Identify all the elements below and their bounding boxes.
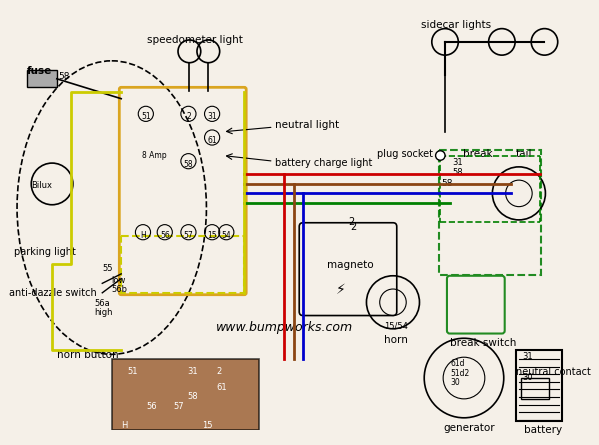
Text: 30: 30 — [450, 378, 461, 387]
Text: 58: 58 — [59, 72, 70, 81]
Text: battery: battery — [524, 425, 562, 435]
Text: 55: 55 — [102, 264, 113, 273]
Text: 51d2: 51d2 — [450, 368, 470, 377]
Bar — [112, 359, 259, 430]
Text: 31: 31 — [207, 112, 217, 121]
Text: neutral contact: neutral contact — [516, 367, 591, 376]
Text: H: H — [121, 421, 128, 429]
Text: 61: 61 — [216, 383, 226, 392]
Text: 31: 31 — [523, 352, 533, 360]
Text: 51: 51 — [128, 367, 138, 376]
Text: tail: tail — [516, 149, 533, 159]
Bar — [26, 70, 57, 87]
Bar — [521, 378, 549, 399]
Text: neutral light: neutral light — [274, 121, 338, 130]
Text: generator: generator — [443, 424, 495, 433]
Text: sidecar lights: sidecar lights — [421, 20, 492, 30]
Text: 56a: 56a — [95, 299, 110, 308]
Text: 31: 31 — [187, 367, 198, 376]
Bar — [516, 350, 561, 421]
Text: 58: 58 — [187, 392, 198, 401]
Text: 56: 56 — [160, 231, 170, 239]
Text: 54: 54 — [222, 231, 231, 239]
Text: 2: 2 — [216, 367, 221, 376]
Text: horn button: horn button — [57, 350, 119, 360]
Text: parking light: parking light — [14, 247, 76, 257]
Text: 58: 58 — [453, 168, 463, 177]
Text: break switch: break switch — [450, 338, 516, 348]
Circle shape — [435, 151, 445, 160]
Text: 58: 58 — [441, 179, 453, 188]
Text: low: low — [112, 276, 126, 285]
Text: 51: 51 — [141, 112, 150, 121]
Text: 2: 2 — [350, 222, 356, 232]
Text: 31: 31 — [453, 158, 463, 167]
Text: 56: 56 — [147, 402, 158, 411]
Text: 58: 58 — [184, 159, 193, 169]
Text: www.bumpworks.com: www.bumpworks.com — [216, 321, 353, 334]
Text: 15/54: 15/54 — [385, 321, 409, 330]
Text: 61: 61 — [207, 136, 217, 145]
Text: break: break — [463, 149, 492, 159]
Text: 2: 2 — [186, 112, 191, 121]
Text: 2: 2 — [349, 217, 355, 227]
Text: battery charge light: battery charge light — [274, 158, 372, 168]
Text: 56b: 56b — [112, 285, 128, 294]
Text: 30: 30 — [523, 373, 533, 382]
Text: horn: horn — [383, 336, 407, 345]
Text: plug socket: plug socket — [377, 149, 433, 159]
Text: Bilux: Bilux — [31, 181, 52, 190]
Text: 15: 15 — [207, 231, 217, 239]
Text: ⚡: ⚡ — [336, 283, 346, 297]
Text: H: H — [140, 231, 146, 239]
Text: 8 Amp: 8 Amp — [142, 151, 167, 160]
Text: 57: 57 — [173, 402, 184, 411]
Text: 61d: 61d — [450, 359, 465, 368]
Text: 57: 57 — [183, 231, 193, 239]
Text: high: high — [95, 308, 113, 317]
Text: speedometer light: speedometer light — [147, 35, 243, 45]
Text: anti-dazzle switch: anti-dazzle switch — [10, 288, 97, 298]
Text: 15: 15 — [202, 421, 212, 429]
Text: fuse: fuse — [26, 65, 52, 76]
Text: magneto: magneto — [326, 260, 373, 270]
